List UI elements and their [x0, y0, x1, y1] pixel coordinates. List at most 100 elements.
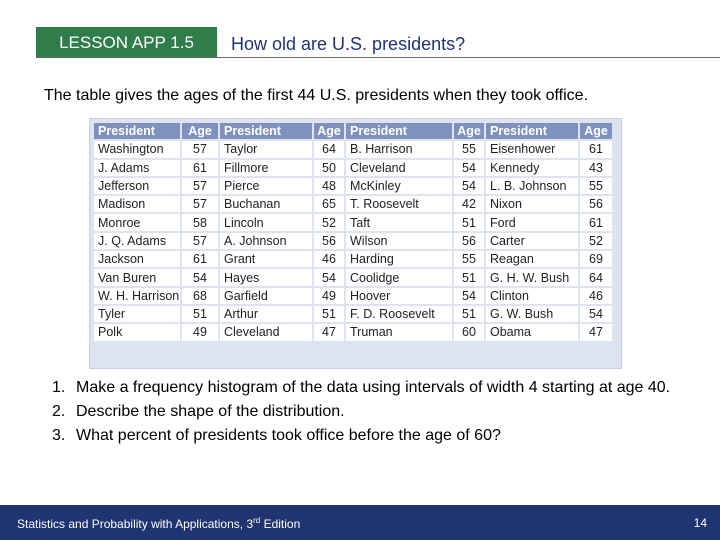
president-cell: Hayes	[220, 269, 312, 286]
table-row: Monroe 58 Lincoln 52 Taft 51 Ford 61	[94, 214, 612, 231]
table-header-row: President Age President Age President Ag…	[94, 123, 612, 140]
president-cell: Garfield	[220, 287, 312, 304]
age-cell: 60	[454, 324, 484, 341]
question-item: 2. Describe the shape of the distributio…	[52, 400, 692, 424]
president-cell: Cleveland	[346, 159, 452, 176]
president-cell: Madison	[94, 196, 180, 213]
president-cell: Fillmore	[220, 159, 312, 176]
president-cell: Cleveland	[220, 324, 312, 341]
president-cell: F. D. Roosevelt	[346, 305, 452, 323]
president-cell: Coolidge	[346, 269, 452, 286]
age-cell: 42	[454, 196, 484, 213]
age-cell: 61	[580, 141, 612, 158]
age-cell: 55	[454, 251, 484, 268]
president-cell: Clinton	[486, 287, 578, 304]
president-cell: J. Q. Adams	[94, 232, 180, 250]
age-cell: 57	[182, 177, 218, 195]
page-number: 14	[693, 516, 707, 530]
age-cell: 52	[314, 214, 344, 231]
age-cell: 51	[182, 305, 218, 323]
header-divider	[36, 57, 720, 58]
president-cell: T. Roosevelt	[346, 196, 452, 213]
age-cell: 54	[454, 177, 484, 195]
age-cell: 50	[314, 159, 344, 176]
president-cell: Taylor	[220, 141, 312, 158]
president-cell: McKinley	[346, 177, 452, 195]
president-cell: Lincoln	[220, 214, 312, 231]
table-row: J. Q. Adams 57 A. Johnson 56 Wilson 56 Carter 5…	[94, 232, 612, 250]
table-row: Tyler 51 Arthur 51 F. D. Roosevelt 51 G. W. Bu…	[94, 305, 612, 323]
president-cell: J. Adams	[94, 159, 180, 176]
age-cell: 48	[314, 177, 344, 195]
president-cell: Hoover	[346, 287, 452, 304]
question-number: 2.	[52, 403, 66, 420]
president-cell: Taft	[346, 214, 452, 231]
column-header-age: Age	[182, 123, 218, 140]
age-cell: 55	[580, 177, 612, 195]
footer-bar: Statistics and Probability with Applicat…	[0, 505, 720, 540]
age-cell: 56	[314, 232, 344, 250]
age-cell: 55	[454, 141, 484, 158]
president-cell: Carter	[486, 232, 578, 250]
age-cell: 68	[182, 287, 218, 304]
age-cell: 46	[314, 251, 344, 268]
age-cell: 65	[314, 196, 344, 213]
age-cell: 61	[580, 214, 612, 231]
age-cell: 56	[454, 232, 484, 250]
age-cell: 54	[454, 159, 484, 176]
president-cell: B. Harrison	[346, 141, 452, 158]
age-cell: 61	[182, 251, 218, 268]
table-row: Van Buren 54 Hayes 54 Coolidge 51 G. H. W. Bus…	[94, 269, 612, 286]
president-cell: L. B. Johnson	[486, 177, 578, 195]
question-item: 1. Make a frequency histogram of the dat…	[52, 376, 692, 400]
presidents-age-table: President Age President Age President Ag…	[92, 121, 614, 343]
table-row: J. Adams 61 Fillmore 50 Cleveland 54 Kennedy 43	[94, 159, 612, 176]
question-text: Describe the shape of the distribution.	[76, 403, 345, 420]
question-number: 1.	[52, 379, 66, 396]
president-cell: Ford	[486, 214, 578, 231]
age-cell: 46	[580, 287, 612, 304]
age-cell: 57	[182, 196, 218, 213]
age-cell: 49	[182, 324, 218, 341]
president-cell: Eisenhower	[486, 141, 578, 158]
footer-superscript: rd	[253, 516, 261, 525]
question-number: 3.	[52, 427, 66, 444]
table-row: W. H. Harrison 68 Garfield 49 Hoover 54 Clinto…	[94, 287, 612, 304]
age-cell: 58	[182, 214, 218, 231]
table-row: Madison 57 Buchanan 65 T. Roosevelt 42 Nixon 56	[94, 196, 612, 213]
age-cell: 51	[454, 269, 484, 286]
age-cell: 57	[182, 232, 218, 250]
table-row: Polk 49 Cleveland 47 Truman 60 Obama 47	[94, 324, 612, 341]
intro-text: The table gives the ages of the first 44…	[44, 87, 589, 104]
president-cell: Van Buren	[94, 269, 180, 286]
president-cell: Kennedy	[486, 159, 578, 176]
age-cell: 49	[314, 287, 344, 304]
age-cell: 47	[314, 324, 344, 341]
president-cell: Nixon	[486, 196, 578, 213]
age-cell: 43	[580, 159, 612, 176]
footer-text-edition: Edition	[260, 517, 301, 531]
president-cell: Reagan	[486, 251, 578, 268]
president-cell: Monroe	[94, 214, 180, 231]
president-cell: Grant	[220, 251, 312, 268]
age-cell: 47	[580, 324, 612, 341]
age-cell: 64	[314, 141, 344, 158]
age-cell: 51	[314, 305, 344, 323]
president-cell: Pierce	[220, 177, 312, 195]
column-header-president: President	[346, 123, 452, 140]
president-cell: Buchanan	[220, 196, 312, 213]
president-cell: Wilson	[346, 232, 452, 250]
lesson-badge: LESSON APP 1.5	[36, 27, 217, 58]
age-cell: 54	[314, 269, 344, 286]
question-list: 1. Make a frequency histogram of the dat…	[52, 376, 692, 448]
table-row: Washington 57 Taylor 64 B. Harrison 55 Eisenho…	[94, 141, 612, 158]
president-cell: W. H. Harrison	[94, 287, 180, 304]
president-cell: Obama	[486, 324, 578, 341]
page-title: How old are U.S. presidents?	[231, 34, 466, 54]
age-cell: 54	[182, 269, 218, 286]
president-cell: Arthur	[220, 305, 312, 323]
age-cell: 54	[580, 305, 612, 323]
age-cell: 57	[182, 141, 218, 158]
president-cell: Truman	[346, 324, 452, 341]
column-header-president: President	[486, 123, 578, 140]
